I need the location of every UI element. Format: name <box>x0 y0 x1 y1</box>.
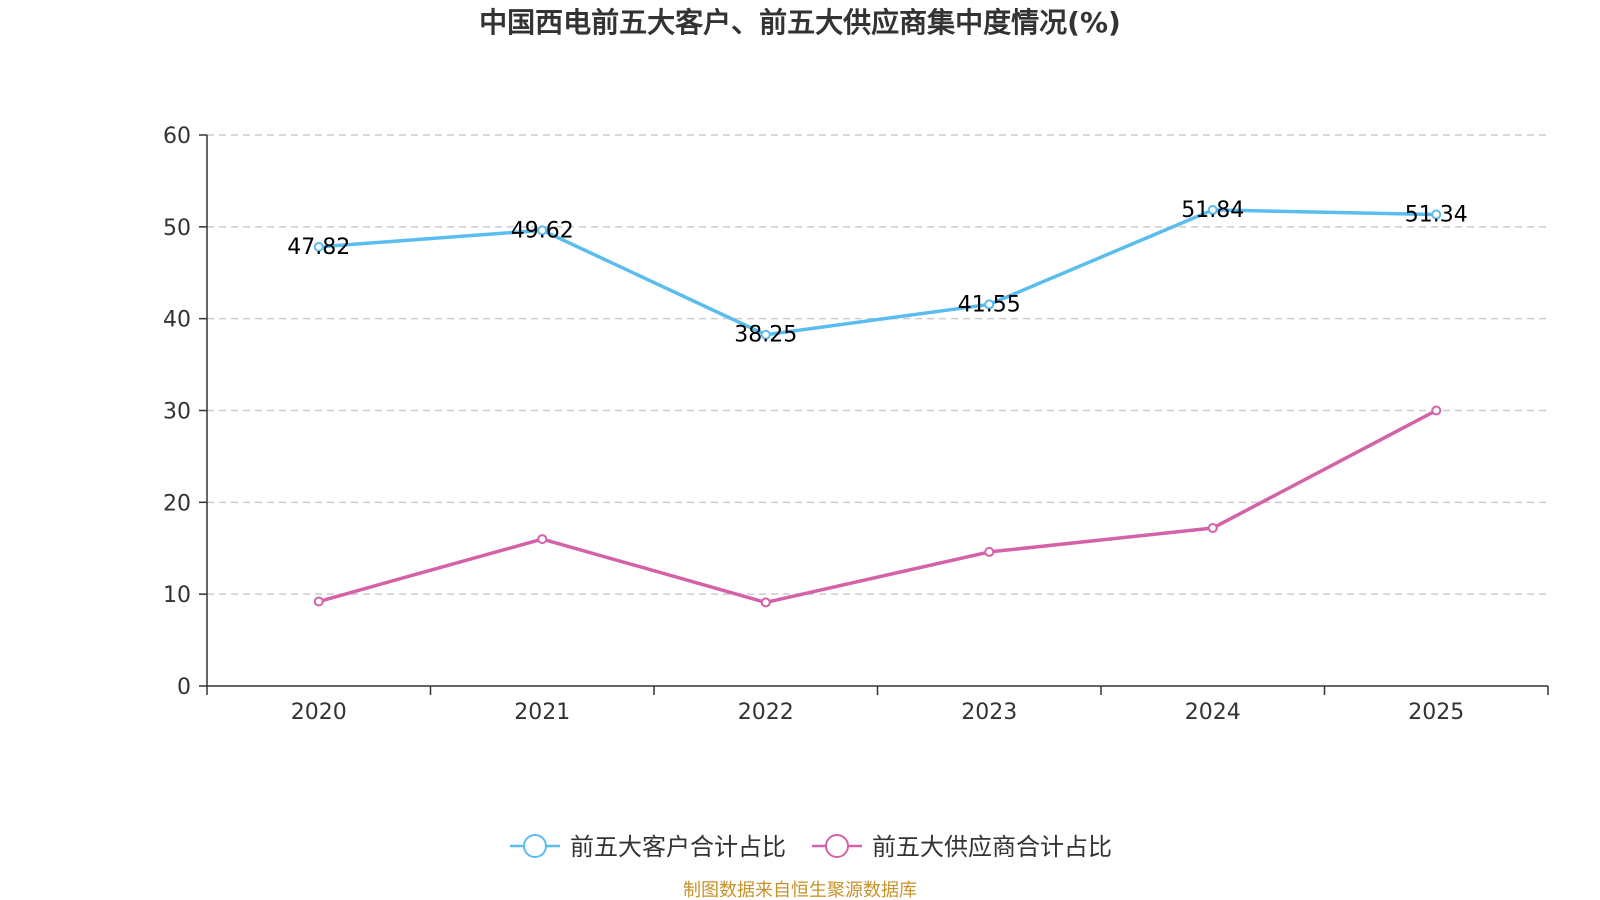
data-point[interactable] <box>760 597 771 608</box>
y-tick-label: 50 <box>163 216 191 241</box>
series <box>313 204 1442 608</box>
x-tick-label: 2024 <box>1185 700 1241 725</box>
data-label: 51.34 <box>1405 203 1468 228</box>
data-point[interactable] <box>1431 405 1442 416</box>
y-tick-label: 30 <box>163 400 191 425</box>
data-label: 49.62 <box>511 218 574 243</box>
data-label: 41.55 <box>958 292 1021 317</box>
series-line-2 <box>318 408 1438 605</box>
data-point[interactable] <box>1207 204 1218 215</box>
data-point[interactable] <box>1431 209 1442 220</box>
data-point[interactable] <box>537 225 548 236</box>
data-point[interactable] <box>984 546 995 557</box>
grid <box>207 134 1548 595</box>
legend[interactable]: 前五大客户合计占比 前五大供应商合计占比 <box>510 833 1112 861</box>
x-tick-label: 2025 <box>1408 700 1464 725</box>
data-point[interactable] <box>313 241 324 252</box>
source-note: 制图数据来自恒生聚源数据库 <box>683 880 917 900</box>
y-tick-label: 0 <box>177 675 191 700</box>
data-label: 47.82 <box>287 235 350 260</box>
series-line-1 <box>318 208 1437 337</box>
y-tick-label: 20 <box>163 491 191 516</box>
y-tick-label: 40 <box>163 308 191 333</box>
chart-title: 中国西电前五大客户、前五大供应商集中度情况(%) <box>479 6 1121 39</box>
data-labels: 47.82 49.62 38.25 41.55 51.84 51.34 <box>287 198 1467 348</box>
data-label: 51.84 <box>1181 198 1244 223</box>
x-tick-label: 2023 <box>961 700 1017 725</box>
data-point[interactable] <box>760 329 771 340</box>
y-tick-label: 60 <box>163 124 191 149</box>
data-point[interactable] <box>1207 523 1218 534</box>
data-label: 38.25 <box>734 323 797 348</box>
legend-label: 前五大客户合计占比 <box>570 833 786 861</box>
data-point[interactable] <box>313 596 324 607</box>
y-tick-label: 10 <box>163 583 191 608</box>
legend-item-1[interactable]: 前五大客户合计占比 <box>510 833 786 861</box>
legend-marker <box>825 834 849 858</box>
x-tick-label: 2020 <box>291 700 347 725</box>
data-point[interactable] <box>984 299 995 310</box>
legend-marker <box>523 834 547 858</box>
axes: 0 10 20 30 40 50 60 2020 2021 2022 2023 2024 2025 <box>163 124 1549 725</box>
legend-label: 前五大供应商合计占比 <box>872 833 1112 861</box>
x-tick-label: 2021 <box>514 700 570 725</box>
data-point[interactable] <box>537 534 548 545</box>
legend-item-2[interactable]: 前五大供应商合计占比 <box>812 833 1112 861</box>
x-tick-label: 2022 <box>738 700 794 725</box>
